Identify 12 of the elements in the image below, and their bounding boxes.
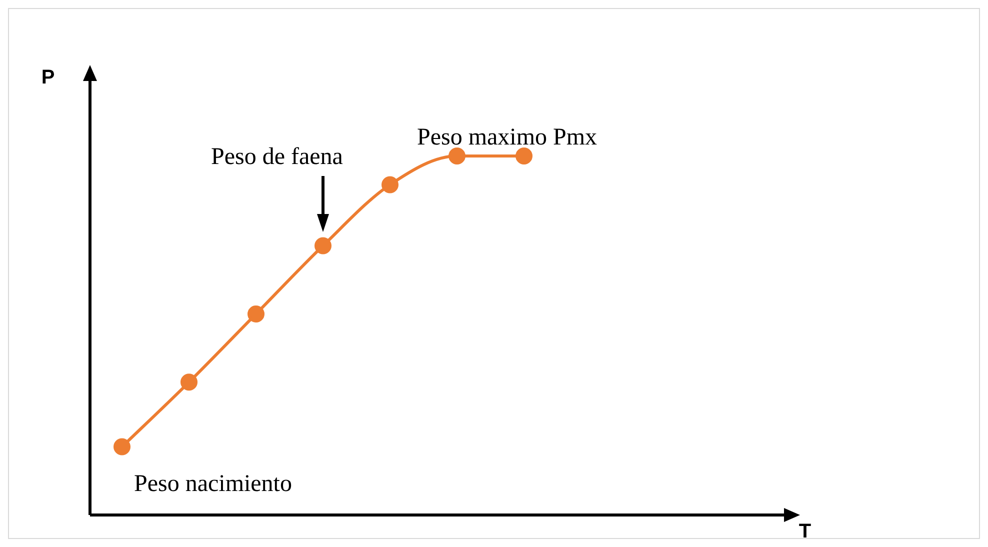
annotation: Peso nacimiento [134, 471, 292, 498]
point [248, 305, 264, 322]
point [516, 148, 532, 164]
y-axis-title: P [41, 66, 55, 89]
text: T [798, 520, 812, 543]
point [180, 374, 198, 391]
point [448, 148, 466, 164]
annotation: Peso de faena [211, 144, 344, 170]
point [114, 438, 130, 456]
point [382, 176, 398, 194]
point [314, 237, 332, 254]
text: Peso maximo Pmx [417, 124, 598, 150]
